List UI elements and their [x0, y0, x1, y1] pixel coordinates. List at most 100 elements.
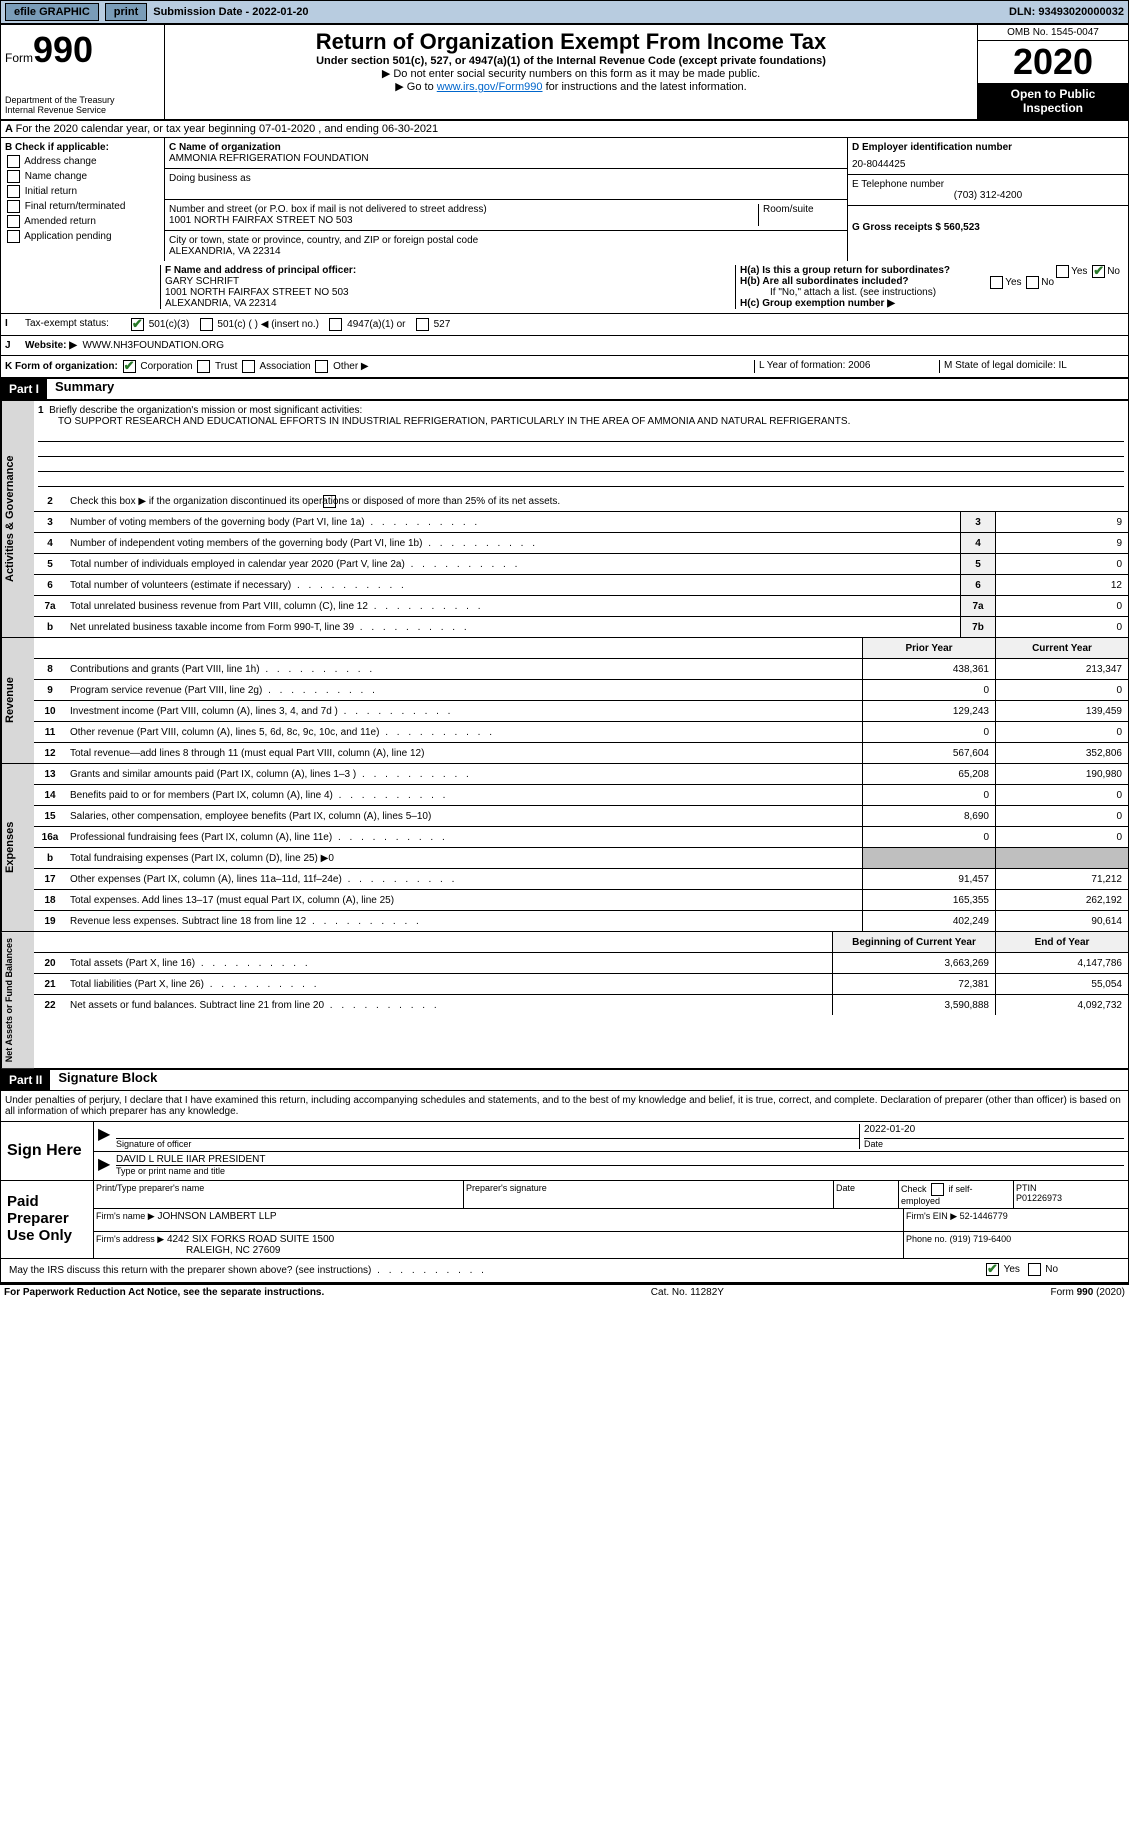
ptin-value: P01226973 — [1016, 1193, 1126, 1203]
ptin-label: PTIN — [1016, 1183, 1126, 1193]
line1-label: Briefly describe the organization's miss… — [49, 405, 362, 416]
cb-amended-return[interactable] — [7, 215, 20, 228]
part1-title: Summary — [47, 379, 114, 399]
part1-header-row: Part I Summary — [0, 378, 1129, 400]
cb-527[interactable] — [416, 318, 429, 331]
cb-application-pending[interactable] — [7, 230, 20, 243]
hc-label: H(c) Group exemption number ▶ — [740, 298, 895, 309]
line2-text: Check this box ▶ if the organization dis… — [66, 493, 1128, 510]
cb-line2[interactable] — [323, 495, 336, 508]
year-formation: L Year of formation: 2006 — [754, 360, 939, 373]
row-j: J Website: ▶ WWW.NH3FOUNDATION.ORG — [0, 336, 1129, 356]
col-b-checkboxes: B Check if applicable: Address change Na… — [1, 138, 165, 261]
submission-date-label: Submission Date - 2022-01-20 — [153, 6, 308, 18]
preparer-sig-header: Preparer's signature — [464, 1181, 834, 1208]
cb-association[interactable] — [242, 360, 255, 373]
header-note-2: ▶ Go to www.irs.gov/Form990 for instruct… — [169, 80, 973, 93]
self-employed-cell: Check if self-employed — [899, 1181, 1014, 1208]
cb-discuss-no[interactable] — [1028, 1263, 1041, 1276]
hb-note: If "No," attach a list. (see instruction… — [740, 287, 1120, 298]
preparer-date-header: Date — [834, 1181, 899, 1208]
sig-date-value: 2022-01-20 — [864, 1124, 1124, 1139]
cb-other[interactable] — [315, 360, 328, 373]
dba-label: Doing business as — [169, 173, 843, 184]
side-revenue: Revenue — [1, 638, 34, 763]
paid-preparer-section: Paid Preparer Use Only Print/Type prepar… — [0, 1181, 1129, 1259]
cb-corporation[interactable] — [123, 360, 136, 373]
row-klm: K Form of organization: Corporation Trus… — [0, 356, 1129, 378]
omb-number: OMB No. 1545-0047 — [978, 25, 1128, 41]
form-header: Form990 Department of the TreasuryIntern… — [0, 24, 1129, 120]
cb-final-return[interactable] — [7, 200, 20, 213]
footer-right: Form 990 (2020) — [1051, 1287, 1125, 1298]
officer-name: GARY SCHRIFT — [165, 276, 731, 287]
side-net-assets: Net Assets or Fund Balances — [1, 932, 34, 1068]
print-button[interactable]: print — [105, 3, 147, 21]
firm-ein: 52-1446779 — [960, 1211, 1008, 1221]
perjury-declaration: Under penalties of perjury, I declare th… — [0, 1091, 1129, 1121]
website-value: WWW.NH3FOUNDATION.ORG — [83, 340, 224, 351]
cb-ha-yes[interactable] — [1056, 265, 1069, 278]
sign-here-label: Sign Here — [1, 1122, 94, 1180]
efile-top-bar: efile GRAPHIC print Submission Date - 20… — [0, 0, 1129, 24]
part2-title: Signature Block — [50, 1070, 157, 1090]
gross-receipts: G Gross receipts $ 560,523 — [852, 222, 1124, 233]
row-f-h: F Name and address of principal officer:… — [0, 261, 1129, 314]
discuss-row: May the IRS discuss this return with the… — [0, 1259, 1129, 1283]
part2-badge: Part II — [1, 1070, 50, 1090]
preparer-name-header: Print/Type preparer's name — [94, 1181, 464, 1208]
paid-preparer-label: Paid Preparer Use Only — [1, 1181, 94, 1258]
end-year-header: End of Year — [995, 932, 1128, 952]
ein-value: 20-8044425 — [852, 159, 1124, 170]
firm-addr1: 4242 SIX FORKS ROAD SUITE 1500 — [167, 1234, 334, 1245]
governance-section: Activities & Governance 1 Briefly descri… — [0, 400, 1129, 638]
cb-501c3[interactable] — [131, 318, 144, 331]
header-note-1: ▶ Do not enter social security numbers o… — [169, 67, 973, 80]
type-name-label: Type or print name and title — [116, 1166, 1124, 1176]
cb-4947[interactable] — [329, 318, 342, 331]
cb-trust[interactable] — [197, 360, 210, 373]
beg-year-header: Beginning of Current Year — [832, 932, 995, 952]
sig-date-label: Date — [864, 1139, 1124, 1149]
phone-label: E Telephone number — [852, 179, 1124, 190]
cb-ha-no[interactable] — [1092, 265, 1105, 278]
open-to-public: Open to Public Inspection — [978, 83, 1128, 119]
officer-addr: 1001 NORTH FAIRFAX STREET NO 503 — [165, 287, 731, 298]
room-label: Room/suite — [763, 204, 843, 215]
part1-badge: Part I — [1, 379, 47, 399]
firm-phone: (919) 719-6400 — [950, 1234, 1012, 1244]
line-a-tax-year: A For the 2020 calendar year, or tax yea… — [0, 120, 1129, 138]
org-info-grid: B Check if applicable: Address change Na… — [0, 138, 1129, 261]
irs-link[interactable]: www.irs.gov/Form990 — [437, 81, 543, 93]
cb-hb-no[interactable] — [1026, 276, 1039, 289]
sign-here-section: Sign Here ▶ Signature of officer 2022-01… — [0, 1121, 1129, 1181]
officer-printed-name: DAVID L RULE IIAR PRESIDENT — [116, 1154, 1124, 1166]
phone-value: (703) 312-4200 — [852, 190, 1124, 201]
efile-graphic-button[interactable]: efile GRAPHIC — [5, 3, 99, 21]
form-title: Return of Organization Exempt From Incom… — [169, 29, 973, 55]
sig-officer-label: Signature of officer — [116, 1139, 859, 1149]
cb-hb-yes[interactable] — [990, 276, 1003, 289]
org-name: AMMONIA REFRIGERATION FOUNDATION — [169, 153, 843, 164]
addr-label: Number and street (or P.O. box if mail i… — [169, 204, 758, 215]
firm-name: JOHNSON LAMBERT LLP — [157, 1211, 276, 1222]
dln-label: DLN: 93493020000032 — [1009, 6, 1124, 18]
footer-left: For Paperwork Reduction Act Notice, see … — [4, 1287, 324, 1298]
officer-city: ALEXANDRIA, VA 22314 — [165, 298, 731, 309]
cb-501c[interactable] — [200, 318, 213, 331]
prior-year-header: Prior Year — [862, 638, 995, 658]
expenses-section: Expenses 13Grants and similar amounts pa… — [0, 764, 1129, 932]
footer-mid: Cat. No. 11282Y — [651, 1287, 724, 1298]
dept-label: Department of the TreasuryInternal Reven… — [5, 95, 160, 115]
cb-address-change[interactable] — [7, 155, 20, 168]
cb-initial-return[interactable] — [7, 185, 20, 198]
side-governance: Activities & Governance — [1, 401, 34, 637]
cb-name-change[interactable] — [7, 170, 20, 183]
org-city: ALEXANDRIA, VA 22314 — [169, 246, 843, 257]
page-footer: For Paperwork Reduction Act Notice, see … — [0, 1283, 1129, 1300]
current-year-header: Current Year — [995, 638, 1128, 658]
tax-year: 2020 — [978, 41, 1128, 83]
cb-self-employed[interactable] — [931, 1183, 944, 1196]
cb-discuss-yes[interactable] — [986, 1263, 999, 1276]
firm-addr2: RALEIGH, NC 27609 — [96, 1245, 281, 1256]
